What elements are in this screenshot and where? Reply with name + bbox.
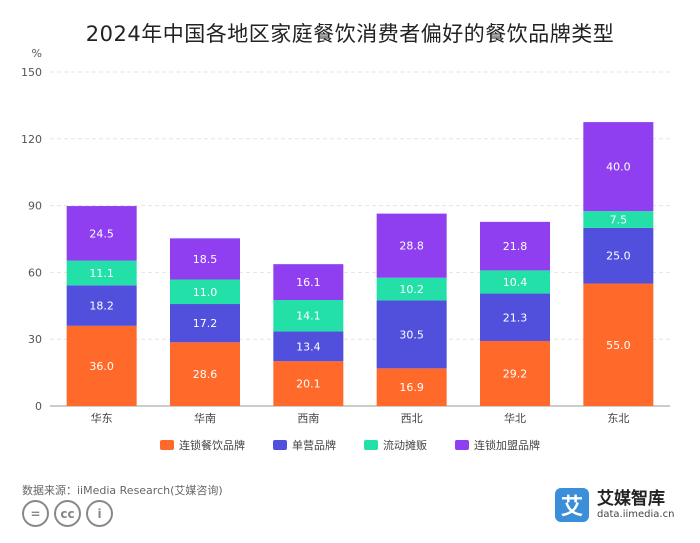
bar-segment — [66, 260, 137, 286]
legend-swatch — [273, 440, 287, 450]
y-tick-label: 150 — [21, 66, 42, 79]
bar-segment — [170, 342, 240, 406]
data-label: 14.1 — [296, 310, 321, 323]
bar-segment — [66, 325, 137, 406]
x-tick-label: 东北 — [607, 412, 629, 425]
attribution-icon: i — [86, 500, 113, 527]
x-tick-label: 华北 — [504, 411, 526, 425]
data-label: 30.5 — [399, 328, 424, 341]
stacked-bar-chart: 0 30 60 90 120 150% 36.0 18.2 11.1 24.5 华东 28.6 17.2… — [21, 47, 670, 425]
data-label: 28.6 — [193, 368, 218, 381]
legend-label: 连锁餐饮品牌 — [179, 439, 245, 452]
creative-commons-icon: cc — [54, 500, 81, 527]
data-label: 36.0 — [89, 360, 114, 373]
x-tick-label: 西南 — [297, 412, 319, 425]
legend-swatch — [364, 440, 378, 450]
legend-swatch — [455, 440, 469, 450]
bar-segment — [583, 283, 654, 406]
data-label: 28.8 — [399, 240, 424, 253]
data-label: 18.5 — [193, 253, 218, 266]
data-label: 18.2 — [89, 300, 114, 313]
x-tick-label: 华东 — [91, 411, 113, 425]
data-source: 数据来源：iiMedia Research(艾媒咨询) — [22, 484, 223, 497]
no-derivatives-icon: = — [22, 500, 49, 527]
data-label: 10.2 — [399, 283, 424, 296]
brand-url: data.iimedia.cn — [597, 509, 675, 520]
y-tick-label: 0 — [35, 400, 42, 413]
bar-segment — [273, 361, 344, 406]
brand-logo: 艾 — [555, 488, 589, 522]
data-label: 40.0 — [606, 161, 631, 174]
data-label: 21.8 — [503, 240, 528, 253]
legend-item: 连锁餐饮品牌 — [160, 437, 245, 453]
legend-item: 流动摊贩 — [364, 437, 427, 453]
data-label: 21.3 — [503, 311, 528, 324]
legend-label: 连锁加盟品牌 — [474, 439, 540, 452]
data-label: 55.0 — [606, 339, 631, 352]
x-tick-label: 西北 — [401, 412, 423, 425]
bar-segment — [66, 285, 137, 326]
x-tick-label: 华南 — [194, 411, 216, 425]
brand-block: 艾 艾媒智库 data.iimedia.cn — [555, 488, 674, 522]
data-label: 29.2 — [503, 367, 528, 380]
y-tick-label: 60 — [28, 266, 42, 279]
y-tick-label: 90 — [28, 200, 42, 213]
brand-name: 艾媒智库 — [597, 489, 665, 509]
data-label: 16.1 — [296, 276, 321, 289]
bar-segment — [170, 238, 240, 280]
data-label: 24.5 — [89, 227, 114, 240]
data-label: 7.5 — [610, 214, 628, 227]
legend-item: 单营品牌 — [273, 437, 336, 453]
data-label: 20.1 — [296, 378, 321, 391]
bar-segment — [376, 300, 447, 369]
legend-label: 流动摊贩 — [383, 439, 427, 452]
data-label: 25.0 — [606, 250, 631, 263]
data-label: 11.0 — [193, 286, 218, 299]
data-label: 13.4 — [296, 340, 321, 353]
bar-segment — [273, 300, 344, 332]
data-label: 16.9 — [399, 381, 424, 394]
bar-segment — [66, 206, 137, 261]
y-tick-label: 30 — [28, 333, 42, 346]
bar-segment — [376, 368, 447, 406]
chart-legend: 连锁餐饮品牌 单营品牌 流动摊贩 连锁加盟品牌 — [0, 437, 700, 453]
bar-segment — [583, 211, 654, 228]
bar-segment — [376, 277, 447, 301]
license-icons: = cc i — [22, 500, 113, 527]
data-label: 10.4 — [503, 276, 528, 289]
bar-segment — [376, 213, 447, 278]
bar-segment — [480, 270, 550, 294]
bar-segment — [480, 221, 550, 271]
bar-segment — [273, 331, 344, 362]
legend-label: 单营品牌 — [292, 439, 336, 452]
data-label: 17.2 — [193, 317, 218, 330]
bar-segment — [480, 293, 550, 341]
bar-segment — [170, 279, 240, 305]
bar-segment — [480, 340, 550, 406]
chart-title: 2024年中国各地区家庭餐饮消费者偏好的餐饮品牌类型 — [85, 22, 615, 46]
data-label: 11.1 — [89, 267, 114, 280]
y-tick-label: 120 — [21, 133, 42, 146]
legend-swatch — [160, 440, 174, 450]
bar-segment — [273, 264, 344, 301]
bar-segment — [170, 304, 240, 343]
bar-segment — [583, 122, 654, 212]
legend-item: 连锁加盟品牌 — [455, 437, 540, 453]
bar-segment — [583, 227, 654, 284]
y-axis-label: % — [32, 47, 42, 60]
